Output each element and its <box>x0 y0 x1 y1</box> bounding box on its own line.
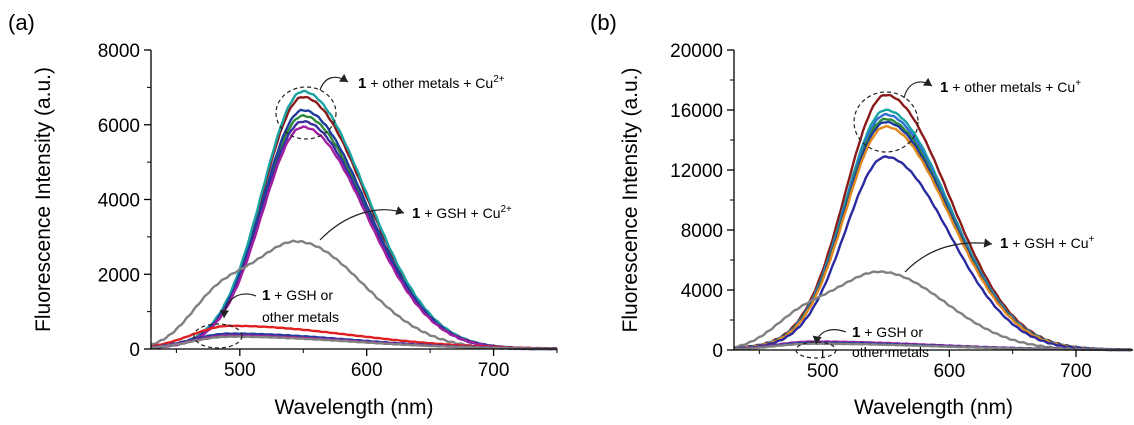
y-tick-label: 20000 <box>670 41 723 62</box>
annotation-main: + other metals + Cu <box>948 79 1075 95</box>
x-tick-label: 700 <box>1060 361 1092 382</box>
x-axis-label: Wavelength (nm) <box>854 396 1013 419</box>
y-tick-label: 6000 <box>98 116 140 137</box>
annotation-arrow <box>319 209 405 241</box>
series-line <box>150 239 558 351</box>
y-tick-label: 2000 <box>98 265 140 286</box>
highlight-circle <box>275 86 337 140</box>
annotation-text-line2: other metals <box>852 344 929 360</box>
annotation-bold: 1 <box>940 79 948 96</box>
x-tick-label: 600 <box>933 361 965 382</box>
annotation-text: 1 + GSH or <box>852 324 923 341</box>
x-tick-label: 500 <box>807 361 839 382</box>
x-tick-label: 500 <box>224 360 256 381</box>
highlight-circle <box>193 323 243 349</box>
annotation-text: 1 + GSH or <box>262 287 333 304</box>
panel-label: (b) <box>590 10 617 35</box>
annotation-sup: 2+ <box>501 204 513 215</box>
series-line <box>733 112 1132 352</box>
arrowhead <box>983 238 992 248</box>
panel-label: (a) <box>8 10 35 35</box>
annotation-bold: 1 <box>1000 235 1008 252</box>
annotation-main: + other metals + Cu <box>366 75 493 91</box>
series-line <box>733 108 1132 352</box>
annotation-arrow <box>904 242 993 273</box>
y-tick-label: 4000 <box>681 281 723 302</box>
series-line <box>734 270 1132 352</box>
y-tick-label: 4000 <box>98 191 140 212</box>
annotation-bold: 1 <box>412 205 420 222</box>
series-line <box>733 155 1132 352</box>
y-tick-label: 8000 <box>98 41 140 62</box>
y-tick-label: 8000 <box>681 221 723 242</box>
annotation-text: 1 + other metals + Cu+ <box>940 78 1081 96</box>
annotation-text-line2: other metals <box>262 309 339 325</box>
chart-panel-b: 0 4000 8000 12000 16000 20000 500 600 700 Wavelen… <box>590 10 1133 419</box>
y-axis-label: Fluorescence Intensity (a.u.) <box>619 68 642 333</box>
arrowhead <box>812 335 822 344</box>
y-tick-label: 16000 <box>670 101 723 122</box>
annotation-bold: 1 <box>852 324 860 341</box>
series-line <box>150 335 558 351</box>
annotation-sup: 2+ <box>493 74 505 85</box>
highlight-circle <box>853 91 919 153</box>
annotation-main: + GSH or <box>270 287 333 303</box>
y-tick-label: 12000 <box>670 161 723 182</box>
series-line <box>151 114 557 351</box>
annotation-sup: + <box>1089 234 1095 245</box>
x-axis-label: Wavelength (nm) <box>274 396 433 419</box>
x-tick-label: 600 <box>351 360 383 381</box>
annotation-main: + GSH + Cu <box>1008 235 1088 251</box>
annotation-text: 1 + other metals + Cu2+ <box>358 74 505 92</box>
annotation-text: 1 + GSH + Cu2+ <box>412 204 512 222</box>
series-line <box>150 95 558 351</box>
arrowhead <box>219 310 229 318</box>
annotation-main: + GSH + Cu <box>420 205 500 221</box>
arrowhead <box>395 206 404 215</box>
annotation-sup: + <box>1075 78 1081 89</box>
annotation-bold: 1 <box>262 287 270 304</box>
x-tick-label: 700 <box>478 360 510 381</box>
annotation-bold: 1 <box>358 75 366 92</box>
arrowhead <box>339 73 348 82</box>
highlight-circle <box>795 341 837 359</box>
chart-panel-a: 0 2000 4000 6000 8000 500 600 700 Wavelength (nm… <box>8 10 558 419</box>
y-tick-label: 0 <box>712 341 723 362</box>
series-line <box>150 125 558 351</box>
annotation-main: + GSH or <box>860 324 923 340</box>
annotation-text: 1 + GSH + Cu+ <box>1000 234 1095 252</box>
series-line <box>150 120 558 351</box>
series-line <box>150 108 558 351</box>
arrowhead <box>923 77 932 86</box>
y-tick-label: 0 <box>129 340 140 361</box>
y-axis-label: Fluorescence Intensity (a.u.) <box>32 67 55 332</box>
